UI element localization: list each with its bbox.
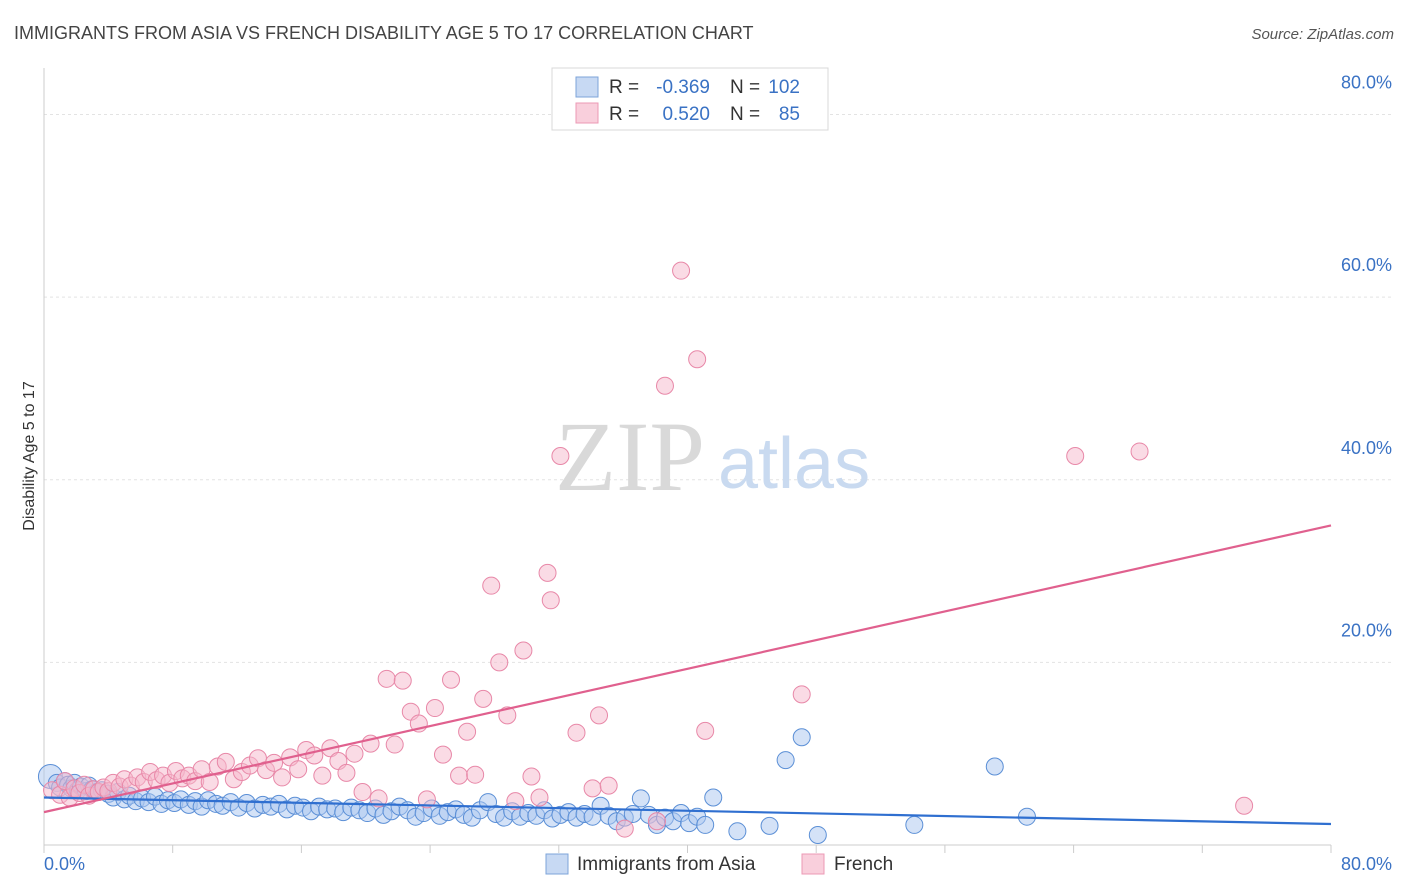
blue-point-97	[792, 728, 811, 747]
y-tick-label-0: 20.0%	[1341, 620, 1392, 640]
x-tick-label-0: 0.0%	[44, 854, 85, 874]
pink-point-66	[514, 641, 533, 660]
legend-series: Immigrants from Asia French	[545, 853, 893, 875]
pink-point-49	[377, 669, 396, 688]
pink-point-56	[433, 745, 452, 764]
pink-point-71	[551, 447, 570, 466]
legend-series-name-pink: French	[834, 854, 893, 875]
pink-point-68	[530, 788, 549, 807]
y-tick-label-1: 40.0%	[1341, 438, 1392, 458]
blue-point-94	[728, 822, 747, 841]
pink-point-62	[482, 576, 501, 595]
chart-source: Source: ZipAtlas.com	[1251, 26, 1394, 43]
pink-point-81	[696, 721, 715, 740]
blue-point-92	[696, 815, 715, 834]
pink-point-70	[541, 591, 560, 610]
pink-point-65	[506, 792, 525, 811]
legend-series-swatch-blue	[545, 853, 569, 875]
pink-point-44	[337, 763, 356, 782]
legend-n-label-1: N =	[730, 77, 760, 98]
pink-point-78	[655, 376, 674, 395]
pink-point-27	[200, 772, 219, 791]
pink-point-82	[792, 685, 811, 704]
pink-point-55	[425, 699, 444, 718]
pink-point-85	[1235, 796, 1254, 815]
watermark: ZIP atlas	[555, 401, 870, 512]
blue-point-95	[760, 816, 779, 835]
legend-n-value-2: 85	[779, 104, 800, 125]
pink-point-84	[1130, 442, 1149, 461]
blue-point-93	[704, 788, 723, 807]
grid-lines	[44, 114, 1392, 663]
legend-swatch-blue	[575, 76, 599, 98]
pink-point-36	[273, 768, 292, 787]
series-french-points	[43, 261, 1254, 838]
legend-n-value-1: 102	[768, 77, 800, 98]
watermark-zip: ZIP	[555, 401, 705, 512]
series-immigrants-from-asia-points	[37, 728, 1036, 844]
pink-point-50	[385, 735, 404, 754]
legend-series-name-blue: Immigrants from Asia	[577, 854, 756, 875]
pink-point-57	[442, 670, 461, 689]
pink-point-83	[1066, 447, 1085, 466]
legend-r-label-1: R =	[609, 77, 639, 98]
pink-point-46	[353, 783, 372, 802]
pink-point-58	[450, 766, 469, 785]
pink-point-54	[417, 790, 436, 809]
tick-labels: 20.0% 40.0% 60.0% 80.0% 0.0% 80.0%	[44, 73, 1392, 874]
legend-r-value-2: 0.520	[662, 104, 710, 125]
pink-point-51	[393, 671, 412, 690]
pink-point-77	[647, 812, 666, 831]
pink-point-45	[345, 744, 364, 763]
pink-point-61	[474, 689, 493, 708]
pink-point-74	[590, 706, 609, 725]
x-tick-label-1: 80.0%	[1341, 854, 1392, 874]
pink-point-59	[458, 722, 477, 741]
legend-n-label-2: N =	[730, 104, 760, 125]
legend-stats: R = -0.369 N = 102 R = 0.520 N = 85	[551, 67, 829, 131]
pink-point-63	[490, 653, 509, 672]
pink-point-72	[567, 723, 586, 742]
pink-point-79	[672, 261, 691, 280]
y-tick-label-2: 60.0%	[1341, 255, 1392, 275]
legend-r-label-2: R =	[609, 104, 639, 125]
pink-point-76	[615, 819, 634, 838]
legend-swatch-pink	[575, 102, 599, 124]
blue-point-98	[808, 825, 827, 844]
blue-point-100	[985, 757, 1004, 776]
pink-point-29	[216, 752, 235, 771]
y-tick-label-3: 80.0%	[1341, 73, 1392, 93]
blue-point-84	[631, 789, 650, 808]
pink-point-64	[498, 706, 517, 725]
blue-point-96	[776, 751, 795, 770]
trend-line-french	[43, 524, 1332, 814]
pink-point-60	[466, 765, 485, 784]
axes	[43, 68, 1332, 853]
legend-series-swatch-pink	[801, 853, 825, 875]
pink-point-75	[599, 776, 618, 795]
pink-point-80	[688, 350, 707, 369]
chart-title: IMMIGRANTS FROM ASIA VS FRENCH DISABILIT…	[14, 23, 754, 43]
blue-point-99	[905, 815, 924, 834]
watermark-atlas: atlas	[718, 424, 870, 504]
pink-point-41	[313, 766, 332, 785]
legend-r-value-1: -0.369	[656, 77, 710, 98]
trend-lines	[43, 524, 1332, 826]
trend-line-immigrants-from-asia	[43, 796, 1332, 826]
pink-point-67	[522, 767, 541, 786]
y-axis-label: Disability Age 5 to 17	[21, 381, 38, 531]
pink-point-48	[369, 789, 388, 808]
pink-point-73	[583, 779, 602, 798]
pink-point-38	[289, 760, 308, 779]
pink-point-69	[538, 563, 557, 582]
